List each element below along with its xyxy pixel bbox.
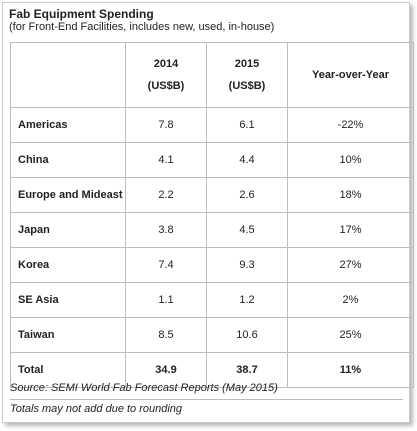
header-2014-year: 2014 xyxy=(153,58,179,70)
value-2014-cell: 1.1 xyxy=(125,282,207,318)
yoy-cell: 10% xyxy=(287,142,414,178)
header-2014-unit: (US$B) xyxy=(147,80,185,92)
yoy-cell: 17% xyxy=(287,212,414,248)
value-2015-cell: 2.6 xyxy=(206,177,288,213)
value-2014-cell: 3.8 xyxy=(125,212,207,248)
region-cell: Japan xyxy=(10,212,126,248)
header-2014-cell: 2014 (US$B) xyxy=(125,42,207,108)
table-row: Japan 3.8 4.5 17% xyxy=(10,212,414,248)
divider xyxy=(10,399,403,400)
header-2015-unit: (US$B) xyxy=(228,80,266,92)
value-2015-cell: 6.1 xyxy=(206,107,288,143)
value-2014-cell: 8.5 xyxy=(125,317,207,353)
value-2014-cell: 2.2 xyxy=(125,177,207,213)
yoy-cell: 27% xyxy=(287,247,414,283)
yoy-cell: 18% xyxy=(287,177,414,213)
value-2015-cell: 10.6 xyxy=(206,317,288,353)
total-row: Total 34.9 38.7 11% xyxy=(10,352,414,388)
value-2015-cell: 9.3 xyxy=(206,247,288,283)
header-row: 2014 (US$B) 2015 (US$B) Year-over-Year xyxy=(10,42,414,108)
total-yoy-cell: 11% xyxy=(287,352,414,388)
table-row: Korea 7.4 9.3 27% xyxy=(10,247,414,283)
table-row: SE Asia 1.1 1.2 2% xyxy=(10,282,414,318)
region-cell: SE Asia xyxy=(10,282,126,318)
header-region-cell xyxy=(10,42,126,108)
region-cell: Taiwan xyxy=(10,317,126,353)
yoy-cell: -22% xyxy=(287,107,414,143)
table-row: Taiwan 8.5 10.6 25% xyxy=(10,317,414,353)
table-row: China 4.1 4.4 10% xyxy=(10,142,414,178)
header-yoy-cell: Year-over-Year xyxy=(287,42,414,108)
value-2014-cell: 7.4 xyxy=(125,247,207,283)
value-2015-cell: 4.5 xyxy=(206,212,288,248)
yoy-cell: 2% xyxy=(287,282,414,318)
spending-table: 2014 (US$B) 2015 (US$B) Year-over-Year A… xyxy=(10,42,414,388)
region-cell: China xyxy=(10,142,126,178)
region-cell: Americas xyxy=(10,107,126,143)
table-subtitle: (for Front-End Facilities, includes new,… xyxy=(9,21,275,33)
header-2015-year: 2015 xyxy=(234,58,260,70)
value-2015-cell: 1.2 xyxy=(206,282,288,318)
value-2014-cell: 4.1 xyxy=(125,142,207,178)
table-figure: Fab Equipment Spending (for Front-End Fa… xyxy=(2,2,414,423)
header-2015-cell: 2015 (US$B) xyxy=(206,42,288,108)
value-2015-cell: 4.4 xyxy=(206,142,288,178)
rounding-note: Totals may not add due to rounding xyxy=(10,403,183,415)
table-row: Americas 7.8 6.1 -22% xyxy=(10,107,414,143)
total-label-cell: Total xyxy=(10,352,126,388)
yoy-cell: 25% xyxy=(287,317,414,353)
table-row: Europe and Mideast 2.2 2.6 18% xyxy=(10,177,414,213)
total-2014-cell: 34.9 xyxy=(125,352,207,388)
region-cell: Europe and Mideast xyxy=(10,177,126,213)
value-2014-cell: 7.8 xyxy=(125,107,207,143)
region-cell: Korea xyxy=(10,247,126,283)
table-title: Fab Equipment Spending xyxy=(9,7,154,21)
source-note: Source: SEMI World Fab Forecast Reports … xyxy=(10,382,278,394)
